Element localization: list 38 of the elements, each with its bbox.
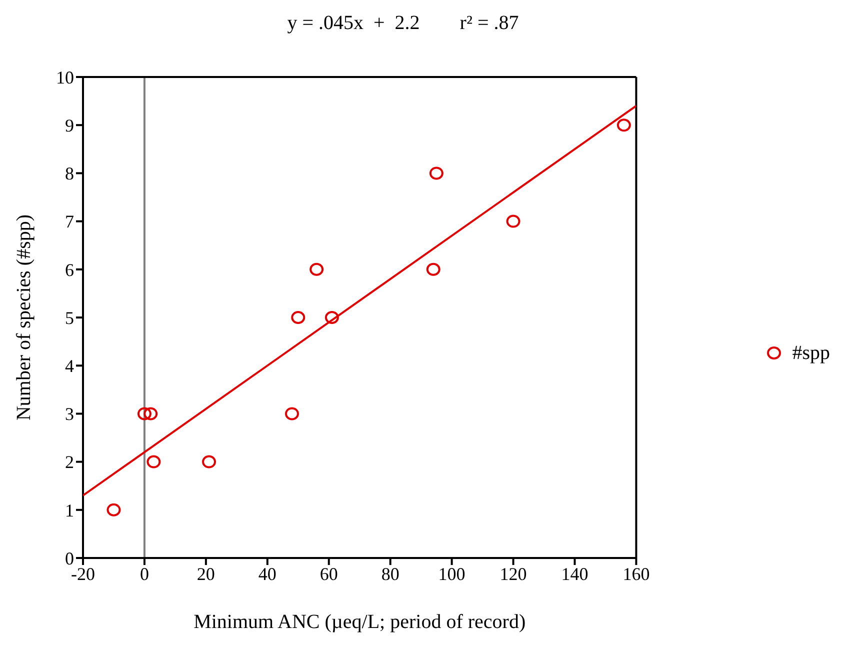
y-tick-label: 8 bbox=[65, 164, 74, 184]
y-tick-label: 5 bbox=[65, 308, 74, 328]
x-tick-label: 120 bbox=[500, 564, 527, 584]
point bbox=[284, 407, 299, 420]
x-tick-label: 20 bbox=[196, 564, 215, 584]
point bbox=[106, 503, 121, 516]
chart-title: y = .045x + 2.2 r² = .87 bbox=[286, 11, 520, 36]
point bbox=[202, 455, 216, 468]
x-axis-title: Minimum ANC (µeq/L; period of record) bbox=[194, 611, 526, 633]
y-tick-label: 7 bbox=[65, 212, 74, 232]
x-tick-label: 0 bbox=[140, 564, 149, 584]
y-tick-label: 0 bbox=[65, 548, 74, 568]
y-tick-label: 9 bbox=[65, 115, 74, 136]
legend-label: #spp bbox=[792, 342, 830, 364]
y-tick-label: 1 bbox=[65, 500, 74, 520]
point bbox=[137, 407, 152, 420]
x-tick-label: 80 bbox=[381, 564, 400, 584]
y-axis-title: Number of species (#spp) bbox=[13, 214, 36, 421]
x-tick-label: 140 bbox=[561, 564, 588, 584]
y-tick-label: 10 bbox=[56, 67, 74, 88]
y-tick-label: 6 bbox=[65, 260, 74, 280]
y-tick-label: 4 bbox=[65, 356, 74, 376]
x-tick-label: 40 bbox=[258, 564, 276, 584]
x-tick-label: 160 bbox=[622, 564, 650, 584]
point bbox=[506, 214, 520, 228]
point bbox=[144, 407, 158, 420]
point bbox=[426, 262, 440, 276]
point bbox=[146, 455, 161, 468]
y-tick-label: 2 bbox=[65, 452, 74, 472]
point bbox=[429, 166, 444, 180]
x-tick-label: 100 bbox=[438, 564, 466, 584]
point bbox=[291, 311, 306, 324]
y-tick-label: 3 bbox=[65, 404, 74, 424]
point bbox=[616, 118, 631, 132]
x-tick-label: -20 bbox=[71, 564, 95, 584]
point bbox=[324, 311, 339, 324]
x-tick-label: 60 bbox=[320, 564, 338, 584]
point bbox=[310, 262, 324, 276]
